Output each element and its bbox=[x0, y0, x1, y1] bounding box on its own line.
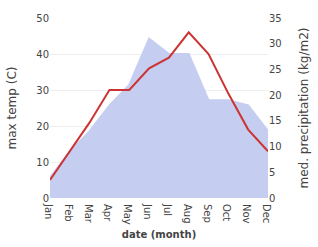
svg-text:Apr: Apr bbox=[102, 204, 113, 222]
svg-text:5: 5 bbox=[269, 167, 275, 178]
svg-text:med. precipitation (kg/m2): med. precipitation (kg/m2) bbox=[297, 27, 311, 188]
svg-text:0: 0 bbox=[269, 193, 275, 204]
svg-text:30: 30 bbox=[269, 38, 282, 49]
svg-text:May: May bbox=[122, 204, 133, 225]
svg-text:Jul: Jul bbox=[162, 203, 173, 216]
svg-text:20: 20 bbox=[36, 121, 49, 132]
svg-text:35: 35 bbox=[269, 13, 282, 24]
svg-text:50: 50 bbox=[36, 13, 49, 24]
svg-text:25: 25 bbox=[269, 64, 282, 75]
svg-text:10: 10 bbox=[269, 141, 282, 152]
svg-text:Jan: Jan bbox=[43, 203, 54, 219]
svg-text:15: 15 bbox=[269, 115, 282, 126]
svg-text:Jun: Jun bbox=[142, 203, 153, 220]
svg-text:40: 40 bbox=[36, 49, 49, 60]
svg-text:date (month): date (month) bbox=[122, 229, 196, 240]
svg-text:20: 20 bbox=[269, 90, 282, 101]
svg-text:Dec: Dec bbox=[261, 204, 272, 223]
svg-text:max temp (C): max temp (C) bbox=[5, 67, 19, 150]
svg-text:Sep: Sep bbox=[202, 204, 213, 223]
svg-text:0: 0 bbox=[43, 193, 49, 204]
svg-text:Nov: Nov bbox=[241, 204, 252, 224]
svg-text:Feb: Feb bbox=[63, 204, 74, 222]
svg-text:Oct: Oct bbox=[221, 204, 232, 221]
svg-text:10: 10 bbox=[36, 157, 49, 168]
svg-text:Aug: Aug bbox=[182, 204, 193, 224]
svg-text:30: 30 bbox=[36, 85, 49, 96]
svg-text:Mar: Mar bbox=[83, 204, 94, 224]
